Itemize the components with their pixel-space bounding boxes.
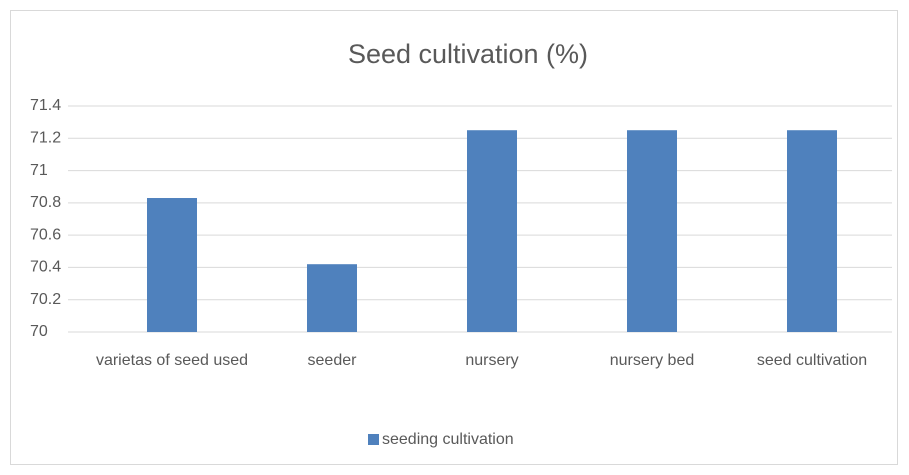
y-tick-label: 70 bbox=[30, 323, 48, 340]
bar bbox=[467, 130, 517, 332]
x-tick-label: seed cultivation bbox=[756, 352, 868, 369]
bar bbox=[147, 198, 197, 332]
bar bbox=[307, 264, 357, 332]
x-tick-label-box: seeder bbox=[307, 352, 357, 369]
x-tick-label-box: varietas of seed used bbox=[95, 352, 249, 369]
x-tick-label: seeder bbox=[307, 352, 357, 369]
legend-label: seeding cultivation bbox=[382, 431, 514, 448]
y-tick-label: 70.8 bbox=[30, 194, 61, 211]
x-tick-label: nursery bbox=[465, 352, 519, 369]
bar bbox=[787, 130, 837, 332]
x-tick-label: nursery bed bbox=[609, 352, 695, 369]
y-tick-label: 71 bbox=[30, 162, 48, 179]
x-tick-label-box: seed cultivation bbox=[756, 352, 868, 369]
y-tick-label: 70.2 bbox=[30, 291, 61, 308]
chart-title: Seed cultivation (%) bbox=[348, 39, 588, 69]
y-tick-label: 70.4 bbox=[30, 259, 61, 276]
y-tick-label: 71.2 bbox=[30, 130, 61, 147]
x-tick-label-box: nursery bed bbox=[609, 352, 695, 369]
y-tick-label: 71.4 bbox=[30, 97, 61, 114]
y-tick-label: 70.6 bbox=[30, 226, 61, 243]
x-tick-label-box: nursery bbox=[465, 352, 519, 369]
bar bbox=[627, 130, 677, 332]
x-tick-label: varietas of seed used bbox=[95, 352, 249, 369]
legend-swatch bbox=[368, 434, 379, 445]
